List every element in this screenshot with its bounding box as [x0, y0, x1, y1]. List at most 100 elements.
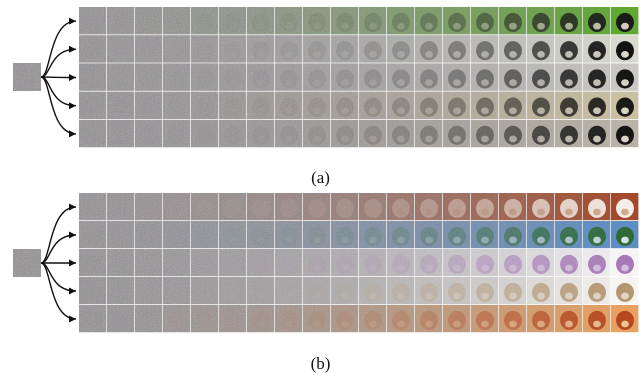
tile-noise [303, 277, 331, 305]
tile-noise [583, 119, 611, 148]
tile-noise [471, 35, 499, 63]
tile-noise [247, 193, 275, 221]
tile-noise [303, 63, 331, 91]
tile-noise [135, 63, 163, 91]
tile-noise [443, 193, 471, 221]
tile-subject [616, 198, 634, 218]
tile-noise [415, 7, 443, 35]
tile-noise [219, 7, 247, 35]
tile-noise [443, 7, 471, 35]
tile-noise [219, 63, 247, 91]
tile-noise [303, 91, 331, 119]
tile-noise [275, 249, 303, 277]
tile-noise [471, 249, 499, 277]
tile-noise [303, 221, 331, 249]
tile-noise [583, 35, 611, 63]
tile-noise [415, 63, 443, 91]
tile-noise [219, 277, 247, 305]
tile-noise [247, 91, 275, 119]
tile-noise [331, 119, 359, 148]
tile-noise [527, 193, 555, 221]
tile-noise [135, 221, 163, 249]
tile-noise [79, 193, 107, 221]
tile-noise [443, 35, 471, 63]
tile-noise [359, 305, 387, 333]
tile-noise [443, 119, 471, 148]
tile-noise [331, 277, 359, 305]
tile-noise [219, 35, 247, 63]
tile-noise [275, 221, 303, 249]
tile-noise [107, 91, 135, 119]
fork-arrow [40, 76, 77, 110]
tile-noise [583, 91, 611, 119]
tile-noise [219, 91, 247, 119]
tile-noise [275, 119, 303, 148]
tile-noise [555, 35, 583, 63]
tile-noise [443, 91, 471, 119]
tile-noise [443, 221, 471, 249]
tile-noise [163, 249, 191, 277]
tile-noise [135, 277, 163, 305]
tile-noise [135, 305, 163, 333]
tile-noise [499, 193, 527, 221]
tile-noise [387, 91, 415, 119]
tile-noise [191, 221, 219, 249]
tile-noise [247, 35, 275, 63]
tile-noise [471, 305, 499, 333]
tile-noise [387, 193, 415, 221]
tile-noise [79, 305, 107, 333]
tile-noise [219, 249, 247, 277]
tile-highlight [621, 135, 629, 143]
tile-noise [79, 7, 107, 35]
tile-noise [303, 7, 331, 35]
tile-highlight [621, 208, 629, 216]
tile-noise [359, 193, 387, 221]
tile-noise [555, 91, 583, 119]
tile-highlight [621, 320, 629, 328]
tile-noise [527, 221, 555, 249]
tile-noise [387, 7, 415, 35]
tile-noise [331, 91, 359, 119]
tile-noise [359, 7, 387, 35]
tile-noise [191, 305, 219, 333]
tile-noise [219, 221, 247, 249]
tile-noise [387, 63, 415, 91]
tile-noise [331, 35, 359, 63]
tile-noise [331, 63, 359, 91]
tile-noise [107, 119, 135, 148]
tile-noise [583, 305, 611, 333]
tile-noise [359, 63, 387, 91]
tile-noise [527, 119, 555, 148]
tile-noise [191, 193, 219, 221]
source-noise-texture [13, 63, 41, 91]
tile-noise [387, 221, 415, 249]
tile-highlight [621, 79, 629, 86]
tile-noise [415, 193, 443, 221]
tile-subject [616, 69, 634, 89]
tile-noise [415, 91, 443, 119]
tile-subject [616, 12, 634, 33]
tile-noise [415, 221, 443, 249]
fork-arrow [40, 76, 77, 138]
tile-noise [191, 35, 219, 63]
tile-subject [616, 254, 634, 274]
panel-b [13, 193, 639, 333]
tile-noise [191, 249, 219, 277]
tile-noise [527, 277, 555, 305]
tile-noise [135, 249, 163, 277]
tile-noise [527, 7, 555, 35]
tile-subject [616, 282, 634, 302]
tile-noise [555, 7, 583, 35]
tile-noise [555, 221, 583, 249]
fork-arrow [40, 73, 77, 81]
tile-noise [303, 119, 331, 148]
tile-noise [135, 91, 163, 119]
tile-highlight [621, 292, 629, 300]
tile-noise [359, 119, 387, 148]
tile-noise [499, 305, 527, 333]
tile-noise [527, 91, 555, 119]
tile-noise [527, 35, 555, 63]
tile-noise [79, 249, 107, 277]
tile-noise [331, 7, 359, 35]
